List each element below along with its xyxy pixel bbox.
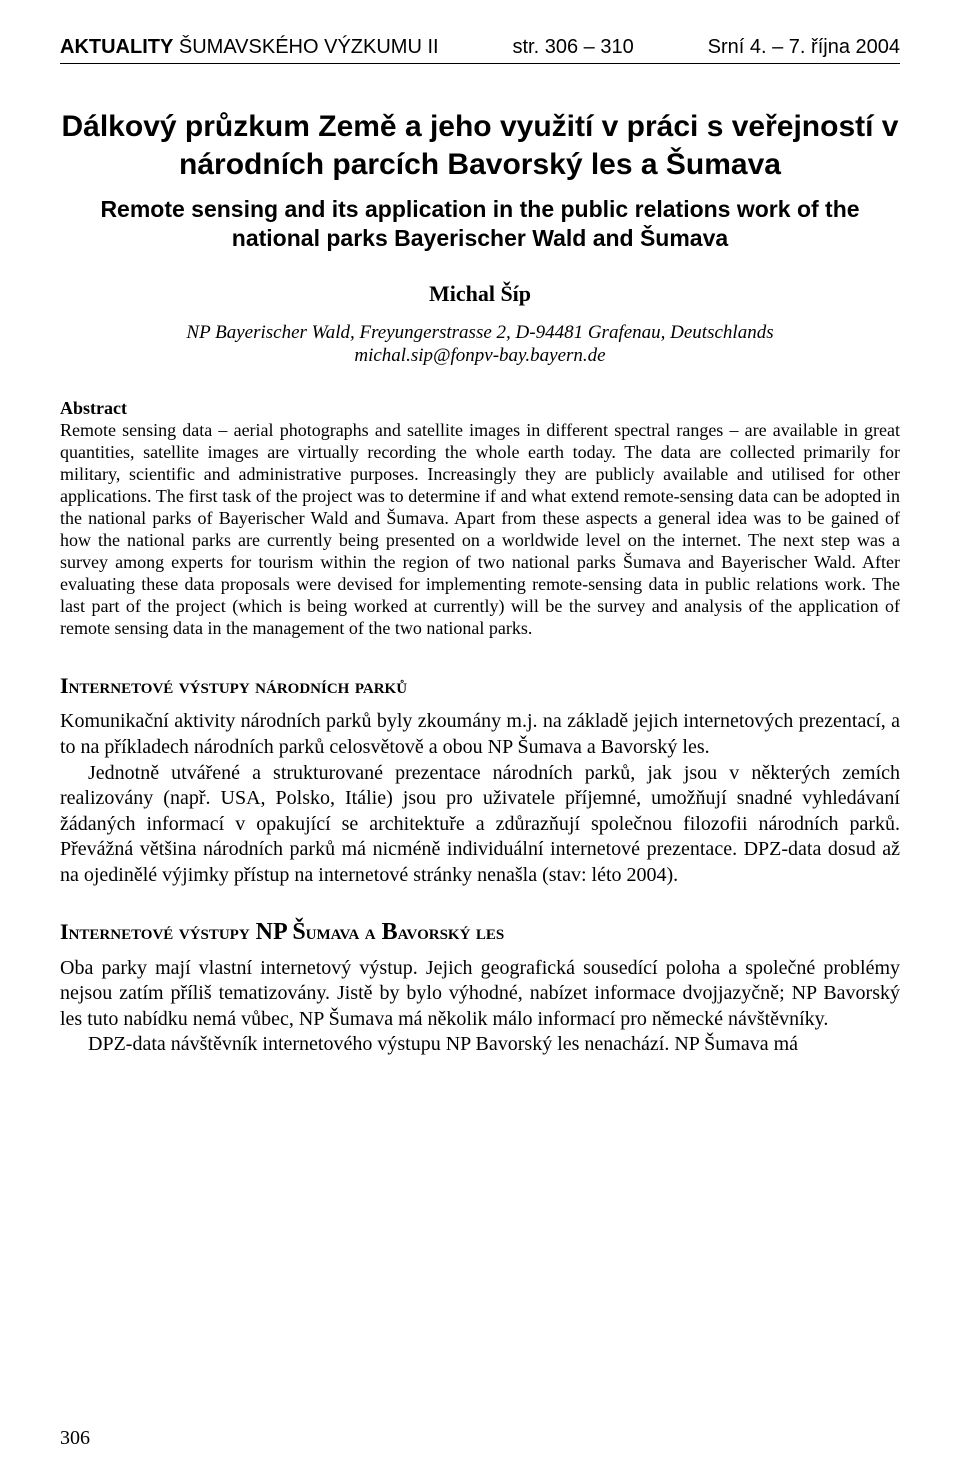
section-1-body: Komunikační aktivity národních parků byl… <box>60 709 900 888</box>
section-2-heading: Internetové výstupy NP Šumava a Bavorský… <box>60 919 900 946</box>
section-1-p1: Komunikační aktivity národních parků byl… <box>60 710 900 758</box>
title-czech: Dálkový průzkum Země a jeho využití v pr… <box>60 108 900 183</box>
abstract-block: Abstract Remote sensing data – aerial ph… <box>60 398 900 639</box>
section-2-heading-a: Internetové výstupy <box>60 919 250 944</box>
affiliation-line-1: NP Bayerischer Wald, Freyungerstrasse 2,… <box>186 322 773 343</box>
affiliation: NP Bayerischer Wald, Freyungerstrasse 2,… <box>60 321 900 369</box>
section-2-heading-c: umava a <box>306 919 376 944</box>
section-2-heading-e: avorský les <box>398 919 505 944</box>
section-1-p2: Jednotně utvářené a strukturované prezen… <box>60 761 900 889</box>
section-2-heading-b: NP Š <box>250 919 306 945</box>
running-head-left-rest: ŠUMAVSKÉHO VÝZKUMU II <box>173 36 438 58</box>
page: AKTUALITY ŠUMAVSKÉHO VÝZKUMU II str. 306… <box>0 0 960 1480</box>
section-2-body: Oba parky mají vlastní internetový výstu… <box>60 956 900 1058</box>
abstract-text: Remote sensing data – aerial photographs… <box>60 420 900 638</box>
running-head-left: AKTUALITY ŠUMAVSKÉHO VÝZKUMU II <box>60 36 439 59</box>
page-number: 306 <box>60 1427 90 1450</box>
section-2-p2: DPZ-data návštěvník internetového výstup… <box>60 1032 900 1058</box>
author-name: Michal Šíp <box>60 281 900 307</box>
section-2-p1: Oba parky mají vlastní internetový výstu… <box>60 957 900 1030</box>
running-head-right: Srní 4. – 7. října 2004 <box>708 36 900 59</box>
section-1-heading: Internetové výstupy národních parků <box>60 673 900 699</box>
section-2-heading-d: B <box>376 919 398 945</box>
running-head-mid: str. 306 – 310 <box>513 36 634 59</box>
title-english: Remote sensing and its application in th… <box>60 195 900 253</box>
affiliation-email: michal.sip@fonpv-bay.bayern.de <box>354 345 605 366</box>
running-head-left-bold: AKTUALITY <box>60 36 173 58</box>
running-head: AKTUALITY ŠUMAVSKÉHO VÝZKUMU II str. 306… <box>60 36 900 64</box>
abstract-label: Abstract <box>60 398 127 418</box>
